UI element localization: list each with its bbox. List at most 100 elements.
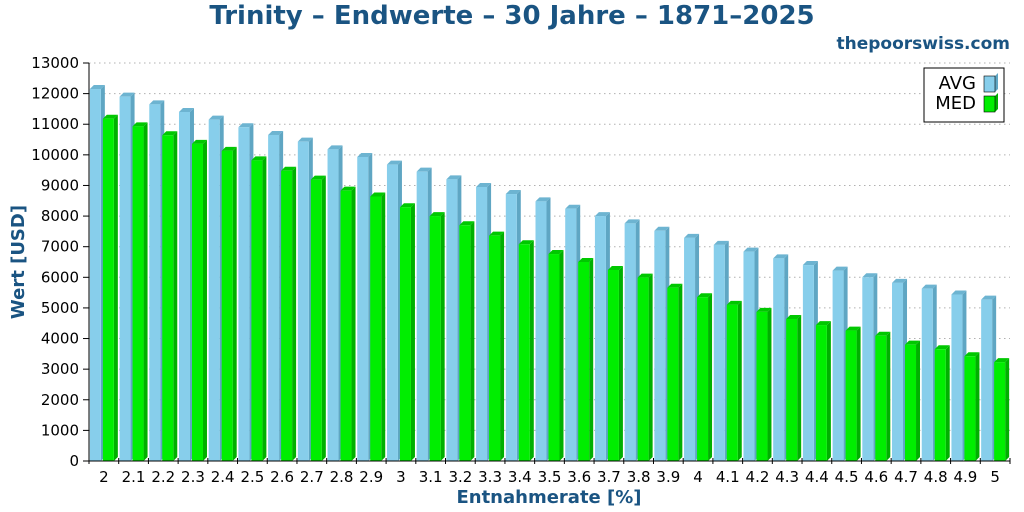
bar-avg-3.7-top [594,212,610,217]
bar-avg-3-top [386,160,402,165]
bar-med-3.7 [607,265,623,461]
bar-avg-4.5-face [832,270,844,461]
bar-avg-2.6-top [268,130,284,135]
bar-med-4.2-side [767,307,772,461]
bar-med-3.1-side [440,212,445,461]
bar-med-3.9 [667,283,683,461]
x-tick-label: 3 [396,468,406,486]
bar-avg-4.1-top [713,240,729,245]
bar-med-3.6-top [578,258,594,262]
bar-med-4-top [697,293,713,298]
bar-avg-4.6-face [862,277,874,461]
bar-med-2.6-top [281,166,297,171]
bar-med-3.3-top [489,231,505,236]
bar-avg-2.9-face [357,156,369,461]
bar-med-3.5-side [559,250,564,461]
bar-avg-3.6 [565,204,581,461]
bar-med-4.1 [726,300,742,461]
bar-med-2.5-top [251,156,267,161]
y-tick-label: 4000 [41,330,79,348]
bar-avg-2.7-face [297,141,309,462]
bar-med-2.4-side [232,146,237,461]
bar-med-2-top [102,114,118,119]
bar-med-2.6 [281,166,297,461]
legend-label-med: MED [935,93,976,114]
bar-avg-3.5-face [535,201,547,462]
bars-layer [89,85,1010,462]
bar-med-4.7 [905,340,921,461]
x-tick-label: 4.6 [864,468,888,486]
bar-med-2.8-side [351,186,356,462]
bar-avg-3.4 [505,190,521,461]
bar-avg-2.5-top [238,123,254,128]
bar-med-2.8-top [340,186,356,191]
bar-avg-2.3-top [178,107,194,112]
bar-avg-2.6 [268,130,284,461]
bar-avg-4.2-top [743,247,759,252]
bar-med-3-side [410,203,415,461]
y-axis-label: Wert [USD] [8,205,29,319]
bar-avg-2-top [89,85,105,90]
bar-avg-3.1 [416,167,432,461]
x-tick-label: 2.1 [122,468,146,486]
bar-med-3.6-face [578,262,590,461]
bar-med-2.4 [221,146,237,461]
bar-med-4.9 [964,352,980,461]
x-tick-label: 5 [990,468,1000,486]
bar-med-2.5 [251,156,267,461]
bar-med-4.9-top [964,352,980,357]
bar-avg-4.4 [802,261,818,461]
bar-med-2.2-side [173,131,178,461]
bar-avg-4.7 [892,278,908,461]
axes-layer: 0 1000 2000 3000 4000 5000 6000 7000 8000 9000 100… [31,54,1011,486]
bar-avg-4.9-face [951,294,963,461]
bar-avg-3-face [386,164,398,462]
bar-avg-3.5-top [535,197,551,202]
bar-med-4.5 [845,326,861,461]
bar-med-4.6-side [886,331,891,461]
bar-med-2.4-top [221,146,237,151]
x-tick-label: 4.2 [746,468,770,486]
bar-avg-4.4-top [802,261,818,266]
bar-avg-2.7 [297,137,313,462]
bar-avg-3.5 [535,197,551,462]
bar-avg-4.5 [832,266,848,461]
bar-avg-5-face [981,299,993,461]
bar-avg-2.7-top [297,137,313,142]
bar-med-2.6-face [281,170,293,461]
x-tick-label: 2.2 [151,468,175,486]
bar-avg-2.4-face [208,119,220,461]
x-tick-label: 4.5 [835,468,859,486]
bar-med-4.3-face [786,318,798,461]
bar-avg-3.4-face [505,194,517,461]
bar-med-3.3-face [489,235,501,461]
x-tick-label: 2.5 [240,468,264,486]
bar-med-3.7-side [618,265,623,461]
bar-avg-4-face [684,237,696,461]
bar-med-3.3-side [500,231,505,461]
bar-med-4.8-top [934,345,950,350]
bar-avg-2.4 [208,115,224,461]
bar-med-3.4 [518,240,534,461]
bar-med-4.3-side [797,314,802,461]
bar-avg-4.8 [921,284,937,461]
bar-med-3.8-face [637,277,649,461]
bar-avg-2.5 [238,123,254,462]
bar-med-5-side [1005,358,1010,461]
bar-med-3-top [399,203,415,208]
bar-med-2.9-top [370,192,386,197]
x-tick-label: 3.5 [538,468,562,486]
bar-med-2 [102,114,118,461]
x-tick-label: 2.7 [300,468,324,486]
bar-med-2-side [113,114,118,461]
bar-med-3.4-top [518,240,534,245]
bar-avg-3.7-face [594,216,606,461]
x-tick-label: 3.3 [478,468,502,486]
y-tick-label: 3000 [41,360,79,378]
bar-med-3.7-face [607,269,619,461]
bar-med-3.4-face [518,244,530,461]
bar-med-4.1-face [726,304,738,461]
bar-avg-2.3 [178,107,194,461]
bar-med-2.8 [340,186,356,462]
